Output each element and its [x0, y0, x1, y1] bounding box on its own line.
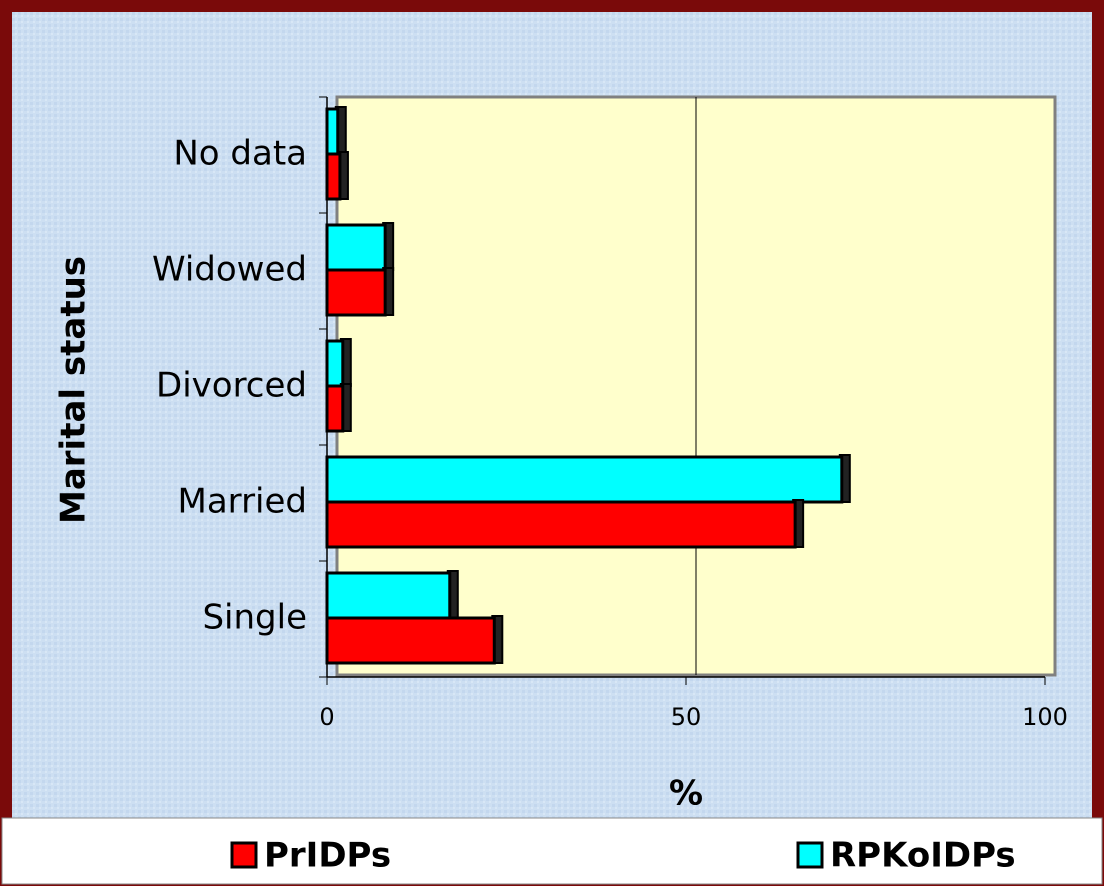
- y-axis-title: Marital status: [54, 256, 94, 524]
- y-tick-label: Married: [178, 482, 307, 522]
- y-tick-label: Widowed: [152, 250, 307, 290]
- legend-swatch: [230, 841, 258, 869]
- bar: [325, 571, 452, 620]
- bar: [325, 223, 387, 272]
- bar: [325, 107, 340, 156]
- legend-label: RPKoIDPs: [830, 836, 1016, 876]
- bar: [325, 268, 387, 317]
- legend-box: [1, 817, 1103, 885]
- bar: [325, 500, 797, 549]
- y-tick-label: Single: [202, 598, 307, 638]
- legend-swatch: [796, 841, 824, 869]
- bar: [325, 616, 496, 665]
- bar: [325, 152, 342, 201]
- x-axis-title: %: [669, 774, 703, 814]
- bar: [325, 384, 345, 433]
- x-tick-label: 50: [671, 703, 702, 731]
- x-tick-label: 100: [1022, 703, 1068, 731]
- legend-label: PrIDPs: [264, 836, 391, 876]
- y-tick-label: No data: [173, 134, 307, 174]
- bar: [325, 455, 844, 504]
- y-tick-label: Divorced: [156, 366, 307, 406]
- bar: [325, 339, 345, 388]
- x-tick-label: 0: [319, 703, 334, 731]
